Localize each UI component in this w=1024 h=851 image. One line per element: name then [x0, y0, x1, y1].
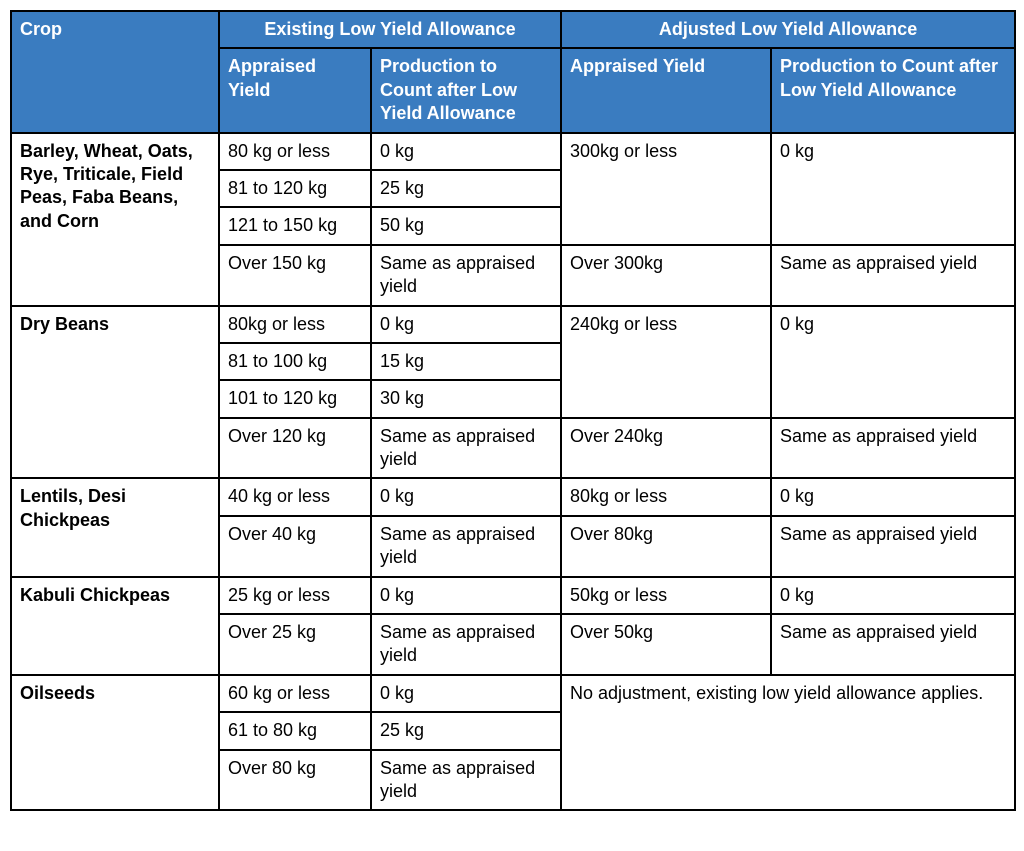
existing-appraised: Over 80 kg: [219, 750, 371, 811]
existing-production: 50 kg: [371, 207, 561, 244]
adjusted-note: No adjustment, existing low yield allowa…: [561, 675, 1015, 811]
adjusted-production: 0 kg: [771, 478, 1015, 515]
existing-production: Same as appraised yield: [371, 750, 561, 811]
existing-production: 0 kg: [371, 133, 561, 170]
table-row: Dry Beans 80kg or less 0 kg 240kg or les…: [11, 306, 1015, 343]
existing-appraised: Over 120 kg: [219, 418, 371, 479]
yield-allowance-table: Crop Existing Low Yield Allowance Adjust…: [10, 10, 1016, 811]
existing-production: 30 kg: [371, 380, 561, 417]
table-row: Lentils, Desi Chickpeas 40 kg or less 0 …: [11, 478, 1015, 515]
crop-name: Dry Beans: [11, 306, 219, 479]
table-row: Barley, Wheat, Oats, Rye, Triticale, Fie…: [11, 133, 1015, 170]
existing-production: 0 kg: [371, 306, 561, 343]
existing-appraised: Over 25 kg: [219, 614, 371, 675]
header-existing-group: Existing Low Yield Allowance: [219, 11, 561, 48]
adjusted-production: Same as appraised yield: [771, 614, 1015, 675]
existing-appraised: 80kg or less: [219, 306, 371, 343]
existing-appraised: 81 to 120 kg: [219, 170, 371, 207]
existing-production: 0 kg: [371, 675, 561, 712]
adjusted-production: Same as appraised yield: [771, 245, 1015, 306]
existing-production: 25 kg: [371, 712, 561, 749]
existing-appraised: Over 150 kg: [219, 245, 371, 306]
existing-production: 0 kg: [371, 478, 561, 515]
header-existing-production: Production to Count after Low Yield Allo…: [371, 48, 561, 132]
crop-name: Kabuli Chickpeas: [11, 577, 219, 675]
existing-appraised: Over 40 kg: [219, 516, 371, 577]
adjusted-production: Same as appraised yield: [771, 516, 1015, 577]
header-adjusted-group: Adjusted Low Yield Allowance: [561, 11, 1015, 48]
existing-production: Same as appraised yield: [371, 516, 561, 577]
adjusted-appraised: 80kg or less: [561, 478, 771, 515]
existing-production: 15 kg: [371, 343, 561, 380]
existing-appraised: 60 kg or less: [219, 675, 371, 712]
existing-appraised: 61 to 80 kg: [219, 712, 371, 749]
adjusted-appraised: 50kg or less: [561, 577, 771, 614]
existing-appraised: 81 to 100 kg: [219, 343, 371, 380]
adjusted-appraised: Over 240kg: [561, 418, 771, 479]
header-crop: Crop: [11, 11, 219, 133]
adjusted-appraised: Over 50kg: [561, 614, 771, 675]
existing-appraised: 25 kg or less: [219, 577, 371, 614]
crop-name: Lentils, Desi Chickpeas: [11, 478, 219, 576]
existing-production: Same as appraised yield: [371, 614, 561, 675]
adjusted-production: 0 kg: [771, 133, 1015, 245]
adjusted-appraised: 300kg or less: [561, 133, 771, 245]
existing-appraised: 40 kg or less: [219, 478, 371, 515]
header-group-row: Crop Existing Low Yield Allowance Adjust…: [11, 11, 1015, 48]
existing-appraised: 121 to 150 kg: [219, 207, 371, 244]
existing-appraised: 101 to 120 kg: [219, 380, 371, 417]
existing-production: 0 kg: [371, 577, 561, 614]
header-adjusted-appraised: Appraised Yield: [561, 48, 771, 132]
adjusted-appraised: Over 300kg: [561, 245, 771, 306]
adjusted-appraised: 240kg or less: [561, 306, 771, 418]
table-row: Oilseeds 60 kg or less 0 kg No adjustmen…: [11, 675, 1015, 712]
table-row: Kabuli Chickpeas 25 kg or less 0 kg 50kg…: [11, 577, 1015, 614]
header-adjusted-production: Production to Count after Low Yield Allo…: [771, 48, 1015, 132]
existing-production: Same as appraised yield: [371, 245, 561, 306]
adjusted-appraised: Over 80kg: [561, 516, 771, 577]
crop-name: Barley, Wheat, Oats, Rye, Triticale, Fie…: [11, 133, 219, 306]
adjusted-production: 0 kg: [771, 306, 1015, 418]
existing-production: 25 kg: [371, 170, 561, 207]
adjusted-production: Same as appraised yield: [771, 418, 1015, 479]
existing-production: Same as appraised yield: [371, 418, 561, 479]
adjusted-production: 0 kg: [771, 577, 1015, 614]
existing-appraised: 80 kg or less: [219, 133, 371, 170]
crop-name: Oilseeds: [11, 675, 219, 811]
header-existing-appraised: Appraised Yield: [219, 48, 371, 132]
